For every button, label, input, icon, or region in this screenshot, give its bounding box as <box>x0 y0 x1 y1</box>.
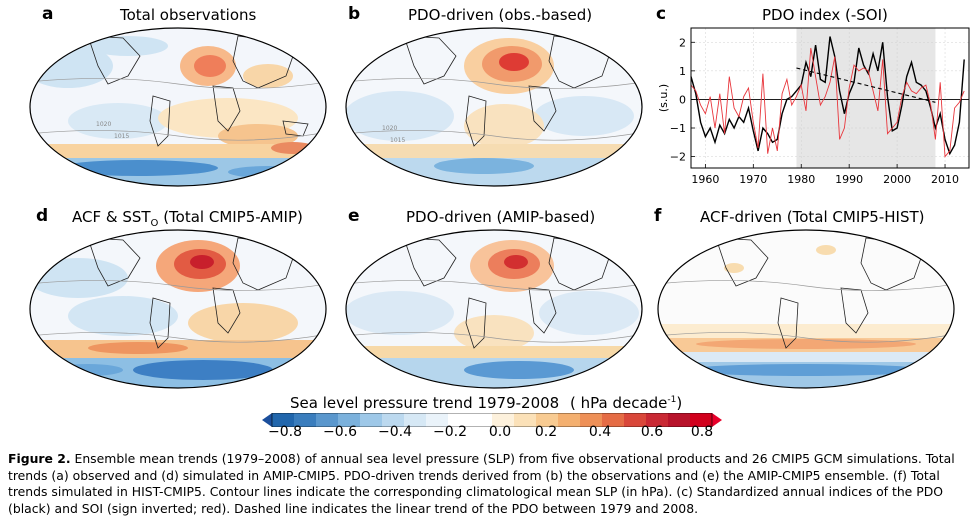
panel-letter: b <box>348 4 361 24</box>
world-map-pdo-driven-obs: 1020 1015 <box>345 27 643 187</box>
panel-letter: d <box>36 206 49 226</box>
title-main: ACF & SST <box>72 208 151 226</box>
panel-title: ACF & SSTO (Total CMIP5-AMIP) <box>72 208 303 229</box>
title-tail: (Total CMIP5-AMIP) <box>158 208 303 226</box>
panel-title: Total observations <box>120 6 257 24</box>
x-tick-label: 1980 <box>787 173 815 186</box>
colorbar-tick: −0.8 <box>268 424 302 440</box>
contour-label: 1020 <box>382 125 397 132</box>
colorbar <box>262 413 722 427</box>
y-tick-label: 0 <box>679 93 686 106</box>
y-tick-label: −2 <box>670 151 686 164</box>
y-axis-label: (s.u.) <box>657 84 670 112</box>
colorbar-tick: 0.0 <box>488 424 512 440</box>
x-tick-label: 1990 <box>835 173 863 186</box>
x-tick-label: 1960 <box>691 173 719 186</box>
colorbar-title: Sea level pressure trend 1979-2008 ( hPa… <box>290 394 682 412</box>
units-close: ) <box>676 394 683 412</box>
panel-letter: f <box>654 206 662 226</box>
plot-frame <box>690 27 970 169</box>
caption-text: Ensemble mean trends (1979–2008) of annu… <box>8 451 955 516</box>
contour-label: 1015 <box>114 133 129 140</box>
pdo-index-chart: 2 1 0 −1 −2 1960 1970 1980 1990 2000 2010 (s.u.) <box>657 27 970 186</box>
units-superscript: -1 <box>667 395 677 405</box>
colorbar-title-units: ( hPa decade-1) <box>570 394 682 412</box>
series-line <box>690 47 965 158</box>
colorbar-tick: 0.8 <box>690 424 714 440</box>
world-map-acf-driven <box>657 229 955 389</box>
colorbar-tick: −0.2 <box>433 424 467 440</box>
y-tick-label: −1 <box>670 122 686 135</box>
panel-letter: a <box>42 4 54 24</box>
panel-letter: c <box>656 4 667 24</box>
world-map-total-observations: 1020 1015 <box>29 27 327 187</box>
figure-caption: Figure 2. Ensemble mean trends (1979–200… <box>8 451 966 517</box>
x-tick-label: 2010 <box>931 173 959 186</box>
colorbar-tick: 0.2 <box>534 424 558 440</box>
colorbar-title-main: Sea level pressure trend 1979-2008 <box>290 394 560 412</box>
x-tick-label: 2000 <box>883 173 911 186</box>
units-text: ( hPa decade <box>570 394 668 412</box>
title-subscript: O <box>150 218 159 229</box>
colorbar-tick: 0.6 <box>640 424 664 440</box>
world-map-pdo-driven-amip <box>345 229 643 389</box>
series-line <box>796 67 936 103</box>
panel-title: PDO-driven (obs.-based) <box>408 6 593 24</box>
colorbar-tick: 0.4 <box>588 424 612 440</box>
colorbar-tick: −0.6 <box>323 424 357 440</box>
y-tick-label: 1 <box>679 65 686 78</box>
caption-label: Figure 2. <box>8 451 71 466</box>
x-tick-label: 1970 <box>739 173 767 186</box>
contour-label: 1015 <box>390 137 405 144</box>
shaded-period <box>796 28 936 168</box>
panel-title: PDO index (-SOI) <box>762 6 888 24</box>
contour-label: 1020 <box>96 121 111 128</box>
panel-title: PDO-driven (AMIP-based) <box>406 208 596 226</box>
series-line <box>690 36 965 156</box>
y-tick-label: 2 <box>679 36 686 49</box>
colorbar-tick: −0.4 <box>378 424 412 440</box>
panel-title: ACF-driven (Total CMIP5-HIST) <box>700 208 925 226</box>
world-map-acf-sst <box>29 229 327 389</box>
panel-letter: e <box>348 206 360 226</box>
